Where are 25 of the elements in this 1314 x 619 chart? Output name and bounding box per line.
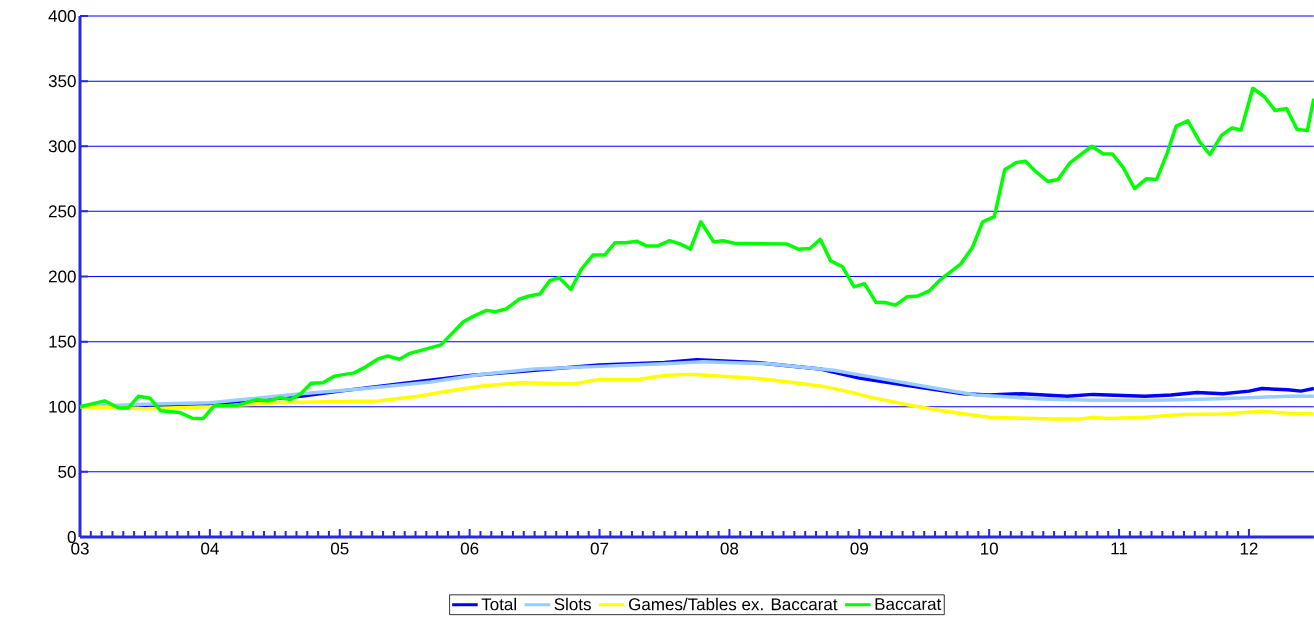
y-tick-label: 50 [58,465,76,478]
x-tick-label: 09 [850,542,868,555]
y-tick-label: 400 [48,9,76,23]
x-tick-label: 08 [720,542,739,555]
x-tick-label: 06 [460,542,479,555]
legend-label: Baccarat [875,598,942,610]
line-series [78,86,1314,421]
y-tick-label: 300 [48,140,76,153]
x-tick-label: 04 [201,542,219,555]
y-tick-label: 100 [49,400,76,413]
legend-label: Games/Tables ex. Baccarat [628,597,838,611]
x-tick-label: 07 [590,542,609,555]
x-tick-label: 05 [330,542,349,555]
y-tick-label: 350 [48,75,76,88]
y-tick-label: 250 [48,205,76,218]
legend-label: Total [481,597,516,611]
x-tick-label: 12 [1240,542,1258,555]
line-series [78,372,1314,421]
x-tick-label: 03 [71,542,89,555]
y-tick-label: 200 [48,270,76,283]
legend-label: Slots [554,597,591,611]
x-tick-label: 10 [981,542,998,555]
y-tick-label: 150 [49,335,76,348]
y-tick-label: 0 [67,530,76,544]
x-tick-label: 11 [1111,542,1128,555]
